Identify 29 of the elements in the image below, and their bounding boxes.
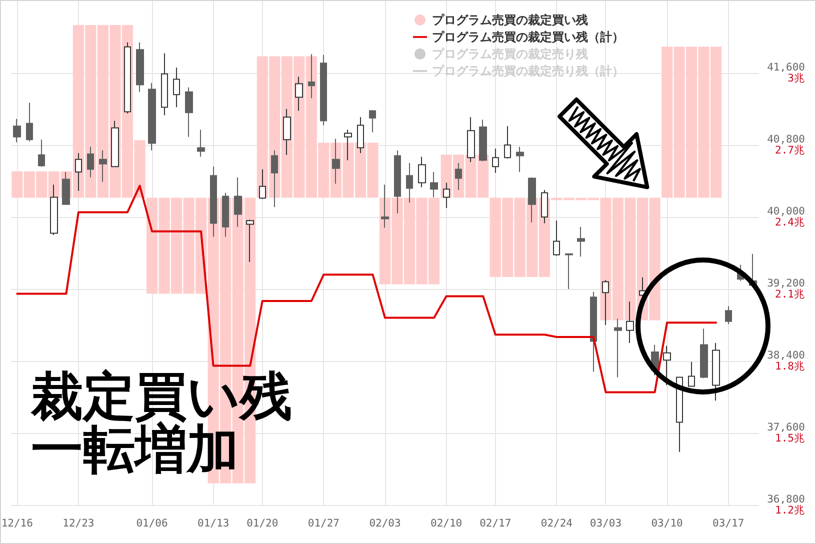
x-tick-label: 01/13 — [198, 518, 230, 530]
y2-tick-label: 1.8兆 — [775, 360, 805, 372]
y-tick-label: 41,600 — [767, 62, 805, 74]
y2-tick-label: 2.7兆 — [775, 144, 805, 156]
y2-tick-label: 2.4兆 — [775, 216, 805, 228]
legend-label: プログラム売買の裁定買い残 — [432, 13, 588, 27]
y-tick-label: 40,000 — [767, 206, 805, 218]
y-tick-label: 38,400 — [767, 350, 805, 362]
x-tick-label: 01/20 — [246, 518, 278, 530]
legend-label: プログラム売買の裁定買い残（計） — [432, 30, 624, 44]
y2-tick-label: 1.2兆 — [775, 504, 805, 516]
x-tick-label: 12/23 — [62, 518, 94, 530]
x-tick-label: 03/10 — [651, 518, 683, 530]
x-tick-label: 01/06 — [136, 518, 168, 530]
y2-tick-label: 1.5兆 — [775, 432, 805, 444]
x-tick-label: 03/17 — [712, 518, 744, 530]
x-tick-label: 03/03 — [590, 518, 622, 530]
x-tick-label: 02/24 — [540, 518, 572, 530]
x-tick-label: 01/27 — [308, 518, 340, 530]
x-tick-label: 12/16 — [1, 518, 33, 530]
y-tick-label: 37,600 — [767, 422, 805, 434]
y-tick-label: 40,800 — [767, 134, 805, 146]
y-tick-label: 39,200 — [767, 278, 805, 290]
y2-tick-label: 3兆 — [788, 72, 805, 84]
y-tick-label: 36,800 — [767, 494, 805, 506]
x-tick-label: 02/17 — [480, 518, 512, 530]
x-tick-label: 02/03 — [369, 518, 401, 530]
x-tick-label: 02/10 — [430, 518, 462, 530]
y2-tick-label: 2.1兆 — [775, 288, 805, 300]
